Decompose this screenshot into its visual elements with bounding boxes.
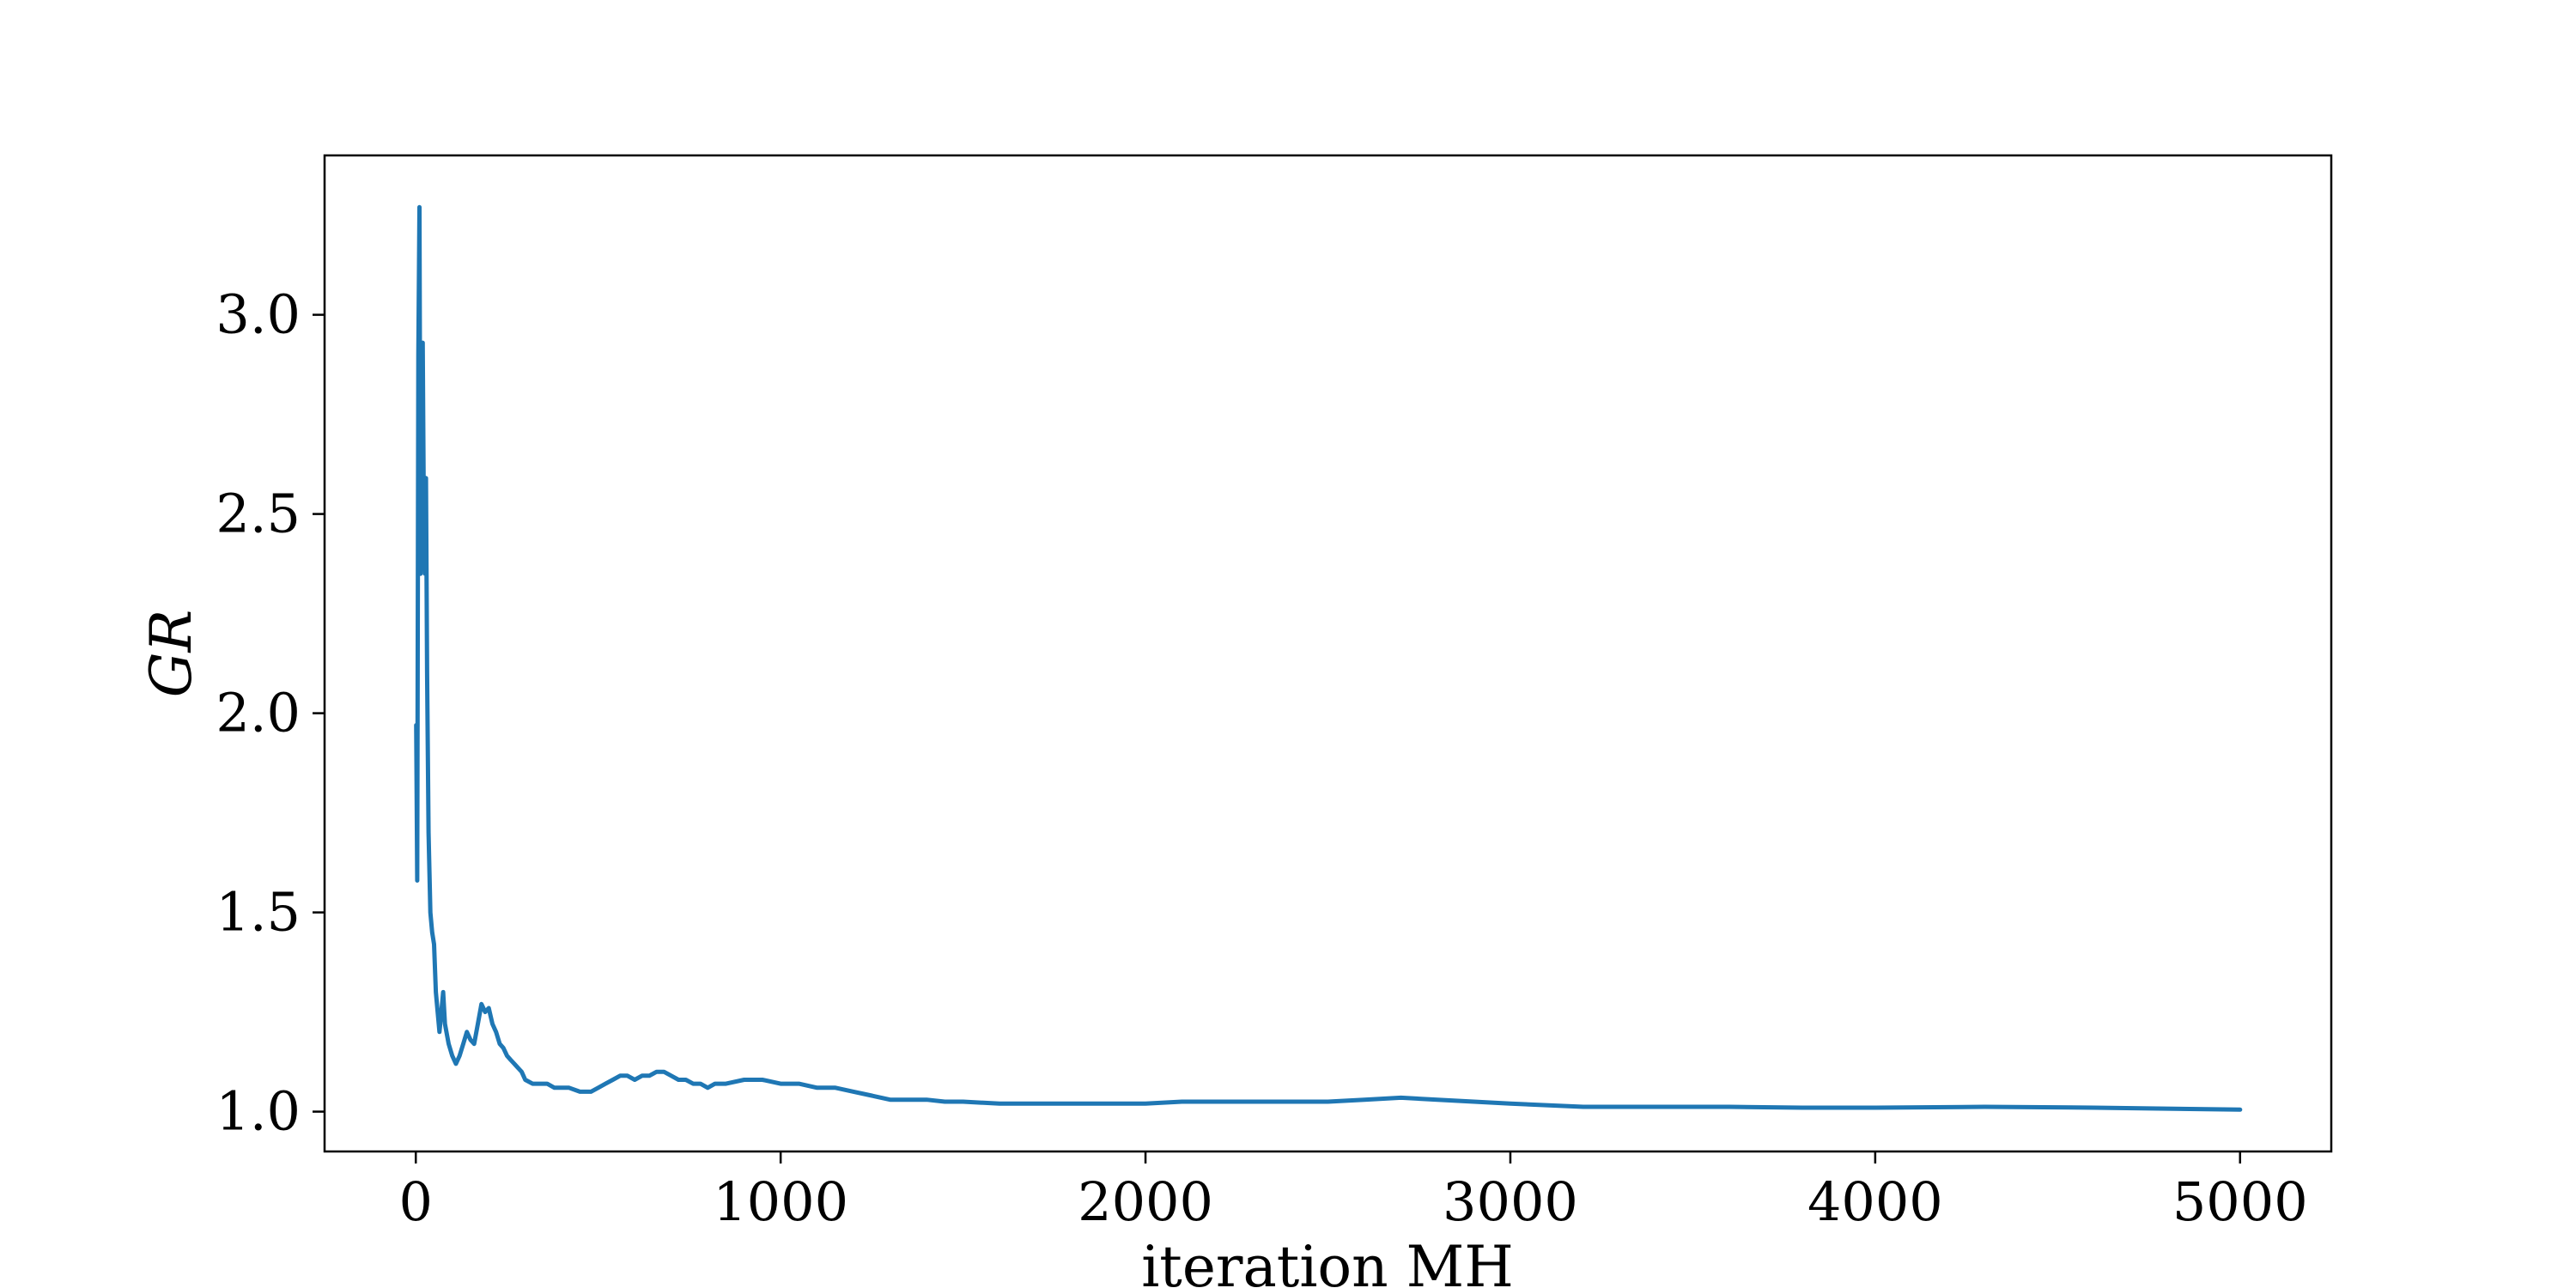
x-axis-label: iteration MH: [1141, 1234, 1514, 1288]
y-tick-label: 1.5: [216, 881, 301, 944]
y-tick-label: 2.5: [216, 483, 301, 545]
gr-series-line: [414, 204, 2243, 1112]
y-tick-label: 2.0: [216, 682, 301, 744]
x-tick-label: 2000: [1078, 1170, 1213, 1233]
x-tick-label: 4000: [1807, 1170, 1943, 1233]
x-tick-label: 1000: [713, 1170, 848, 1233]
x-tick-label: 5000: [2172, 1170, 2308, 1233]
y-tick-label: 1.0: [216, 1080, 301, 1143]
y-axis-label: GR: [138, 610, 204, 697]
x-tick-label: 3000: [1443, 1170, 1578, 1233]
plot-frame: [323, 154, 2333, 1153]
y-axis-ticks: 1.0 1.5 2.0 2.5 3.0: [216, 283, 325, 1143]
plot-area: [414, 204, 2243, 1112]
x-axis-ticks: 0 1000 2000 3000 4000 5000: [399, 1151, 2308, 1233]
x-tick-label: 0: [399, 1170, 433, 1233]
y-tick-label: 3.0: [216, 283, 301, 346]
